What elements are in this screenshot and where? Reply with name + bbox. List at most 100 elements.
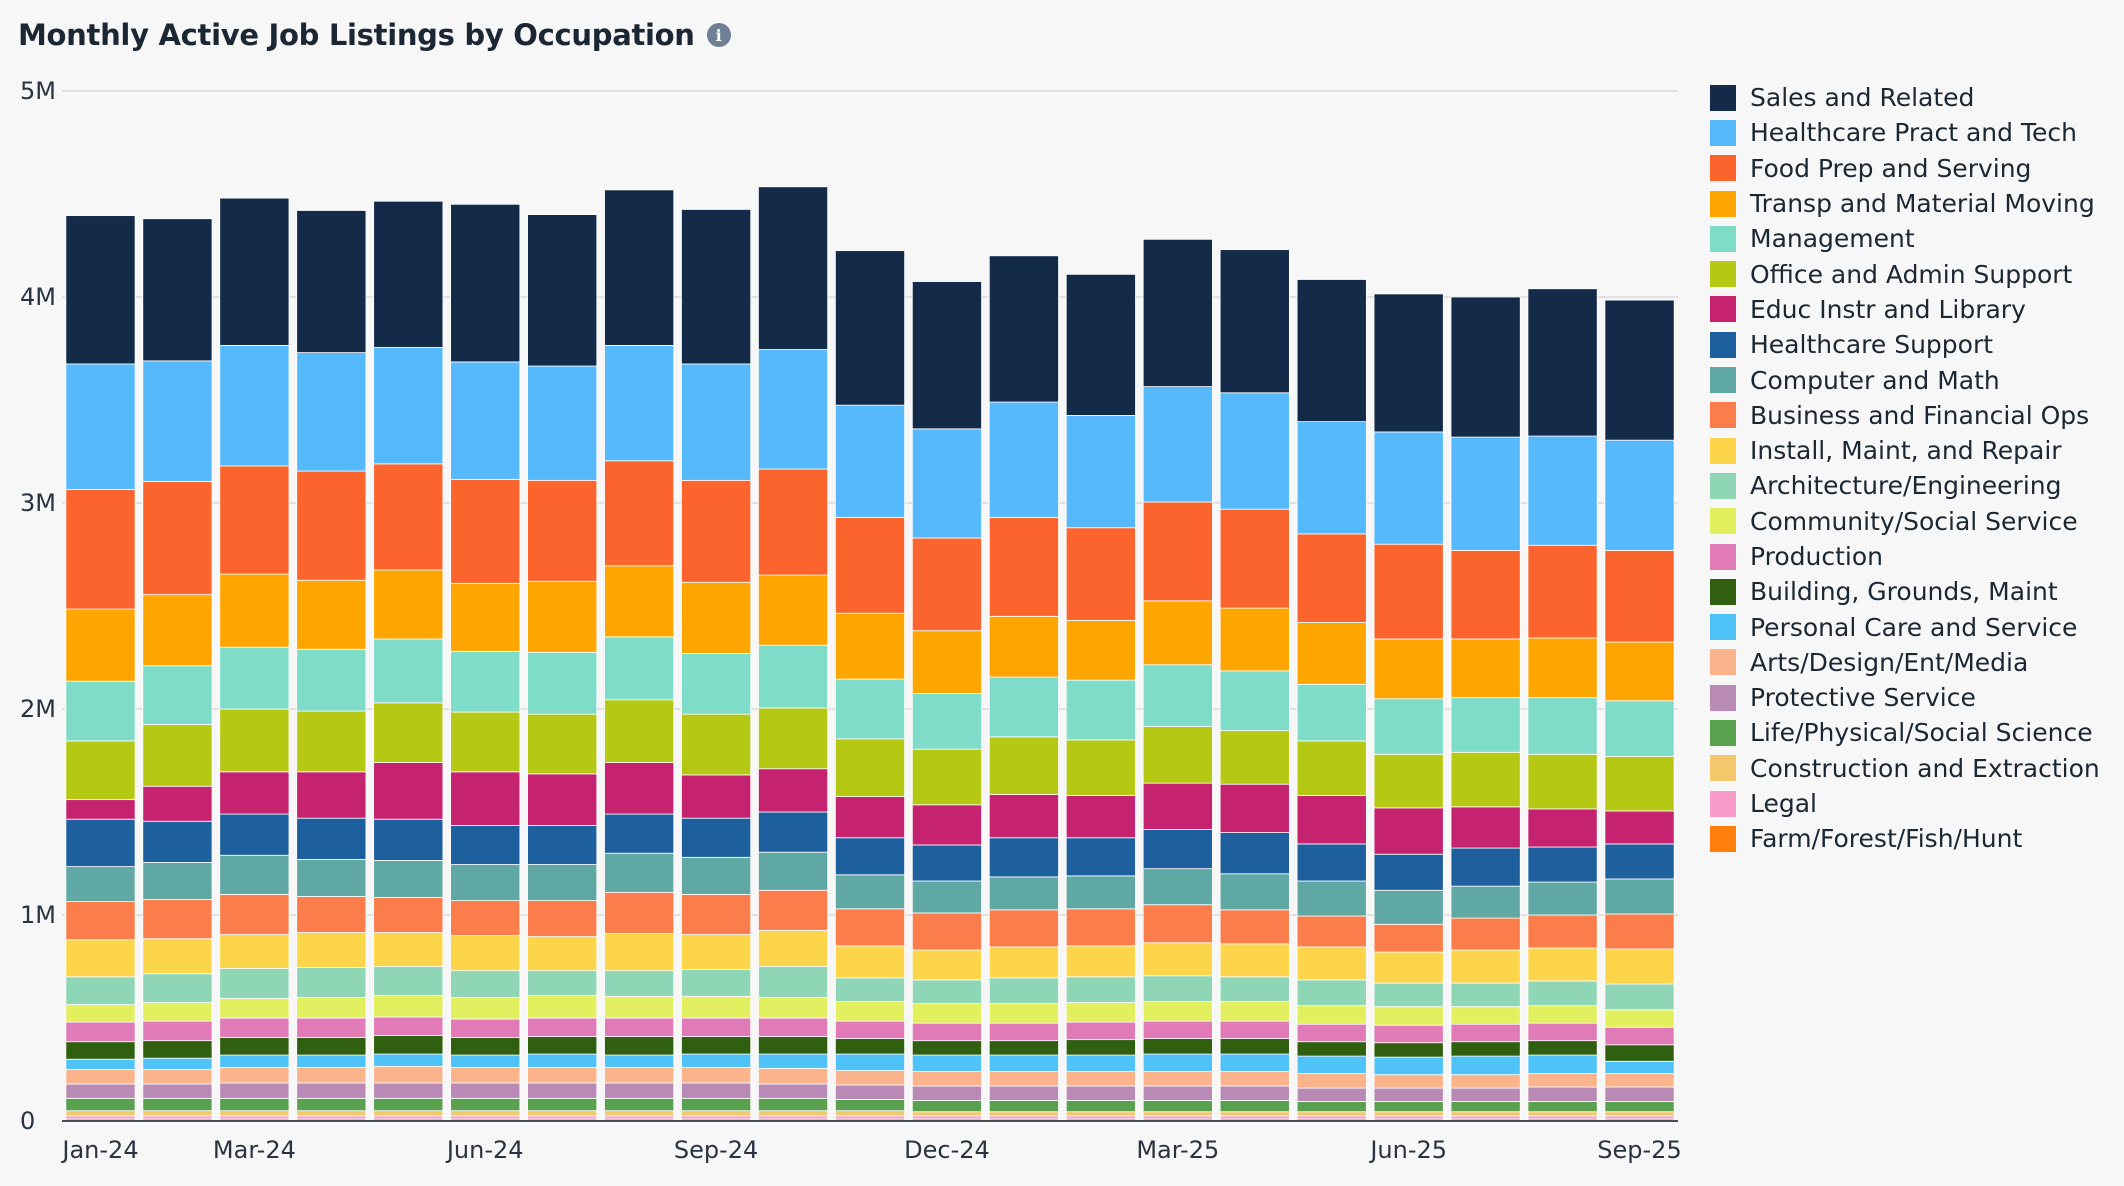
bar-segment[interactable] [1296, 622, 1367, 685]
bar-segment[interactable] [834, 1098, 906, 1112]
bar-segment[interactable] [1296, 946, 1367, 981]
bar-segment[interactable] [450, 970, 521, 998]
bar-stack[interactable] [450, 203, 521, 1122]
bar-segment[interactable] [1527, 435, 1598, 546]
info-icon[interactable]: i [706, 23, 731, 47]
bar-segment[interactable] [988, 1022, 1059, 1042]
bar-segment[interactable] [834, 945, 906, 979]
bar-segment[interactable] [1219, 670, 1290, 732]
bar-segment[interactable] [1373, 1111, 1444, 1117]
bar-segment[interactable] [1219, 1001, 1290, 1022]
bar-segment[interactable] [65, 818, 136, 867]
bar-segment[interactable] [1527, 1115, 1598, 1120]
bar-segment[interactable] [1373, 698, 1444, 755]
bar-segment[interactable] [65, 740, 136, 801]
bar-segment[interactable] [296, 1037, 367, 1056]
bar-segment[interactable] [758, 574, 829, 646]
bar-stack[interactable] [758, 186, 829, 1122]
bar-segment[interactable] [1296, 683, 1367, 742]
bar-segment[interactable] [1142, 1038, 1213, 1055]
bar-segment[interactable] [450, 582, 521, 652]
bar-segment[interactable] [1142, 501, 1213, 602]
bar-segment[interactable] [1142, 726, 1213, 784]
bar-stack[interactable] [604, 189, 675, 1122]
bar-segment[interactable] [681, 1082, 752, 1099]
bar-segment[interactable] [604, 1067, 675, 1084]
bar-segment[interactable] [296, 896, 367, 933]
bar-segment[interactable] [1450, 1023, 1521, 1043]
bar-segment[interactable] [1065, 1002, 1136, 1023]
bar-segment[interactable] [527, 214, 598, 367]
legend-item[interactable]: Food Prep and Serving [1710, 151, 2100, 186]
bar-segment[interactable] [450, 1082, 521, 1099]
bar-segment[interactable] [604, 1036, 675, 1056]
bar-segment[interactable] [373, 1035, 444, 1055]
bar-segment[interactable] [1373, 1056, 1444, 1076]
bar-segment[interactable] [527, 900, 598, 938]
legend-item[interactable]: Office and Admin Support [1710, 256, 2100, 291]
bar-segment[interactable] [142, 862, 213, 900]
bar-segment[interactable] [911, 1040, 982, 1056]
legend-item[interactable]: Educ Instr and Library [1710, 292, 2100, 327]
bar-segment[interactable] [1065, 620, 1136, 681]
bar-segment[interactable] [373, 1082, 444, 1099]
bar-segment[interactable] [1142, 1020, 1213, 1040]
bar-segment[interactable] [1142, 1100, 1213, 1113]
bar-segment[interactable] [1219, 1085, 1290, 1101]
bar-segment[interactable] [1142, 904, 1213, 944]
bar-segment[interactable] [373, 1097, 444, 1112]
bar-segment[interactable] [219, 854, 290, 895]
bar-segment[interactable] [373, 966, 444, 996]
bar-segment[interactable] [988, 1111, 1059, 1117]
bar-segment[interactable] [373, 569, 444, 640]
bar-segment[interactable] [65, 608, 136, 682]
bar-segment[interactable] [681, 1036, 752, 1055]
bar-segment[interactable] [296, 648, 367, 712]
bar-segment[interactable] [142, 480, 213, 596]
bar-segment[interactable] [450, 203, 521, 363]
bar-segment[interactable] [142, 218, 213, 362]
bar-segment[interactable] [1604, 948, 1675, 985]
bar-segment[interactable] [450, 900, 521, 937]
bar-segment[interactable] [1450, 1101, 1521, 1113]
bar-segment[interactable] [988, 1085, 1059, 1101]
bar-segment[interactable] [527, 1053, 598, 1068]
bar-segment[interactable] [450, 711, 521, 773]
bar-segment[interactable] [1219, 1071, 1290, 1087]
bar-segment[interactable] [1450, 1006, 1521, 1025]
bar-segment[interactable] [911, 537, 982, 632]
bar-segment[interactable] [219, 646, 290, 710]
bar-segment[interactable] [988, 876, 1059, 911]
legend-item[interactable]: Sales and Related [1710, 80, 2100, 115]
bar-segment[interactable] [1065, 1054, 1136, 1072]
bar-segment[interactable] [1450, 885, 1521, 919]
bar-segment[interactable] [681, 581, 752, 654]
bar-segment[interactable] [758, 930, 829, 967]
bar-segment[interactable] [296, 210, 367, 354]
bar-segment[interactable] [1296, 880, 1367, 917]
bar-segment[interactable] [681, 1097, 752, 1112]
bar-segment[interactable] [450, 771, 521, 826]
bar-segment[interactable] [1373, 889, 1444, 925]
bar-segment[interactable] [373, 638, 444, 704]
bar-segment[interactable] [911, 630, 982, 694]
bar-segment[interactable] [142, 938, 213, 975]
bar-segment[interactable] [758, 1083, 829, 1099]
legend-item[interactable]: Protective Service [1710, 680, 2100, 715]
bar-segment[interactable] [988, 837, 1059, 878]
bar-segment[interactable] [65, 901, 136, 941]
bar-segment[interactable] [988, 1115, 1059, 1120]
bar-segment[interactable] [681, 856, 752, 895]
bar-segment[interactable] [373, 860, 444, 898]
legend-item[interactable]: Business and Financial Ops [1710, 398, 2100, 433]
bar-segment[interactable] [373, 463, 444, 571]
bar-segment[interactable] [911, 1054, 982, 1072]
bar-segment[interactable] [1296, 279, 1367, 423]
bar-segment[interactable] [758, 1115, 829, 1120]
bar-segment[interactable] [681, 969, 752, 997]
bar-segment[interactable] [681, 1110, 752, 1117]
bar-segment[interactable] [527, 970, 598, 996]
bar-segment[interactable] [911, 979, 982, 1004]
bar-segment[interactable] [1219, 1053, 1290, 1072]
bar-segment[interactable] [681, 1017, 752, 1037]
